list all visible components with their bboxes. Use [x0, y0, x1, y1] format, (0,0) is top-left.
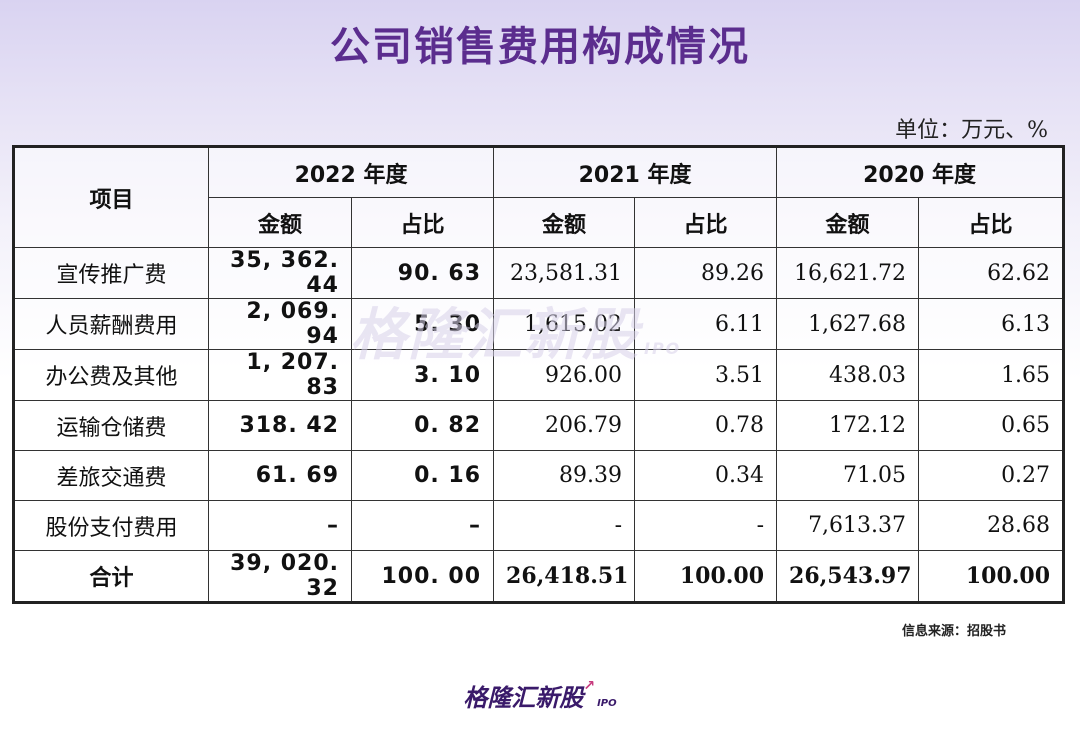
- cell-ratio-2022: 0. 82: [350, 400, 495, 451]
- cell-ratio-2022: 0. 16: [350, 450, 495, 501]
- cell-ratio-2022: 100. 00: [350, 550, 495, 603]
- cell-amount-2022: –: [208, 500, 352, 551]
- row-label: 股份支付费用: [13, 500, 209, 551]
- logo-ipo: IPO: [597, 698, 617, 709]
- arrow-icon: ↗: [583, 678, 596, 694]
- cell-ratio-2020: 0.27: [918, 450, 1065, 501]
- cell-amount-2021: 926.00: [493, 349, 636, 401]
- cell-ratio-2022: 90. 63: [350, 247, 495, 299]
- cell-amount-2021: 206.79: [493, 400, 636, 451]
- header-year-2022: 2022 年度: [207, 146, 495, 198]
- row-label: 运输仓储费: [13, 400, 209, 451]
- table-row: 差旅交通费 61. 69 0. 16 89.39 0.34 71.05 0.27: [13, 450, 1065, 501]
- table-row: 人员薪酬费用 2, 069. 94 5. 30 1,615.02 6.11 1,…: [13, 298, 1065, 350]
- header-row-years: 项目 2022 年度 2021 年度 2020 年度: [13, 146, 1065, 248]
- header-ratio: 占比: [634, 197, 778, 248]
- cell-ratio-2020: 0.65: [918, 400, 1065, 451]
- cell-amount-2020: 71.05: [776, 450, 920, 501]
- row-label: 合计: [13, 550, 209, 603]
- header-ratio: 占比: [918, 197, 1065, 248]
- header-year-2021: 2021 年度: [493, 146, 778, 198]
- cell-ratio-2022: 3. 10: [350, 349, 495, 401]
- row-label: 差旅交通费: [13, 450, 209, 501]
- cell-ratio-2021: 6.11: [634, 298, 778, 350]
- source-note: 信息来源：招股书: [901, 624, 1006, 639]
- cell-amount-2021: 89.39: [493, 450, 636, 501]
- table-row: 宣传推广费 35, 362. 44 90. 63 23,581.31 89.26…: [13, 247, 1065, 299]
- cell-ratio-2020: 6.13: [918, 298, 1065, 350]
- cell-amount-2022: 39, 020. 32: [208, 550, 352, 603]
- cell-amount-2022: 2, 069. 94: [208, 298, 352, 350]
- cell-amount-2021: 23,581.31: [493, 247, 636, 299]
- header-amount: 金额: [776, 197, 920, 248]
- header-year-2020: 2020 年度: [776, 146, 1065, 198]
- table-row-total: 合计 39, 020. 32 100. 00 26,418.51 100.00 …: [13, 550, 1065, 603]
- cell-amount-2022: 61. 69: [208, 450, 352, 501]
- expense-table: 项目 2022 年度 2021 年度 2020 年度 金额 占比 金额 占比 金…: [12, 145, 1066, 604]
- cell-ratio-2021: 100.00: [634, 550, 778, 603]
- table-row: 运输仓储费 318. 42 0. 82 206.79 0.78 172.12 0…: [13, 400, 1065, 451]
- cell-amount-2020: 26,543.97: [776, 550, 920, 603]
- row-label: 人员薪酬费用: [13, 298, 209, 350]
- row-label: 办公费及其他: [13, 349, 209, 401]
- cell-ratio-2020: 28.68: [918, 500, 1065, 551]
- cell-ratio-2020: 100.00: [918, 550, 1065, 603]
- cell-amount-2021: -: [493, 500, 636, 551]
- cell-ratio-2021: 0.78: [634, 400, 778, 451]
- cell-ratio-2020: 62.62: [918, 247, 1065, 299]
- page-title: 公司销售费用构成情况: [330, 23, 750, 70]
- header-amount: 金额: [208, 197, 352, 248]
- cell-amount-2020: 16,621.72: [776, 247, 920, 299]
- unit-label: 单位：万元、%: [895, 118, 1048, 143]
- cell-amount-2022: 318. 42: [208, 400, 352, 451]
- cell-amount-2022: 35, 362. 44: [208, 247, 352, 299]
- cell-amount-2021: 1,615.02: [493, 298, 636, 350]
- header-item: 项目: [13, 146, 209, 248]
- table-row: 股份支付费用 – – - - 7,613.37 28.68: [13, 500, 1065, 551]
- cell-amount-2021: 26,418.51: [493, 550, 636, 603]
- logo-text: 格隆汇新股: [463, 684, 584, 712]
- cell-ratio-2021: -: [634, 500, 778, 551]
- cell-ratio-2020: 1.65: [918, 349, 1065, 401]
- cell-amount-2020: 172.12: [776, 400, 920, 451]
- cell-amount-2020: 438.03: [776, 349, 920, 401]
- row-label: 宣传推广费: [13, 247, 209, 299]
- cell-amount-2022: 1, 207. 83: [208, 349, 352, 401]
- cell-ratio-2021: 3.51: [634, 349, 778, 401]
- cell-ratio-2022: 5. 30: [350, 298, 495, 350]
- cell-amount-2020: 1,627.68: [776, 298, 920, 350]
- cell-ratio-2021: 89.26: [634, 247, 778, 299]
- brand-logo: 格隆汇新股↗IPO: [0, 678, 1080, 713]
- header-ratio: 占比: [350, 197, 495, 248]
- cell-ratio-2022: –: [350, 500, 495, 551]
- header-amount: 金额: [493, 197, 636, 248]
- table-row: 办公费及其他 1, 207. 83 3. 10 926.00 3.51 438.…: [13, 349, 1065, 401]
- cell-amount-2020: 7,613.37: [776, 500, 920, 551]
- cell-ratio-2021: 0.34: [634, 450, 778, 501]
